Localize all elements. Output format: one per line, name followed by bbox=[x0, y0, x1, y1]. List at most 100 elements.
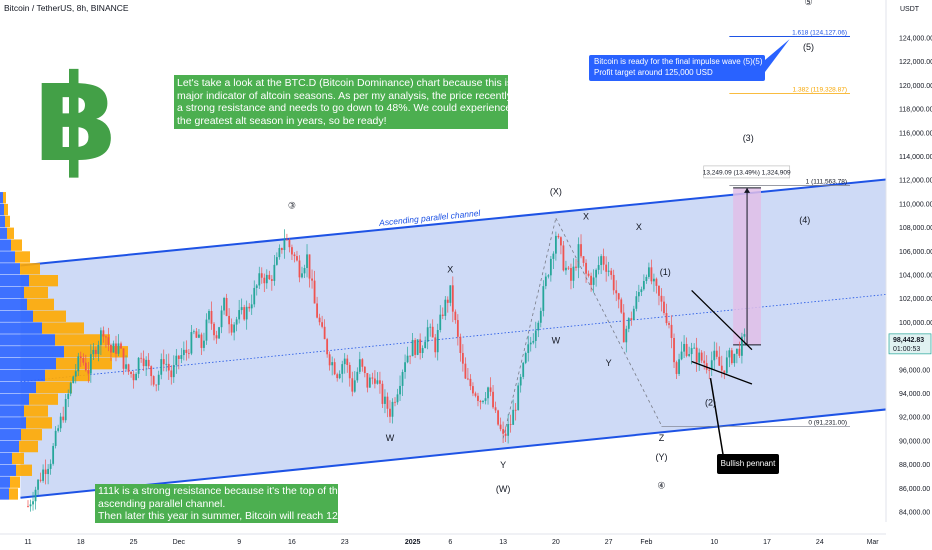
currency-label[interactable]: USDT bbox=[900, 6, 920, 13]
x-tick-label: Dec bbox=[173, 539, 186, 546]
candle-body bbox=[617, 293, 620, 300]
candle-body bbox=[280, 248, 283, 251]
fib-level-label: 1 (111,563.78) bbox=[806, 178, 847, 185]
volume-profile-bar bbox=[0, 464, 16, 476]
candle-body bbox=[218, 327, 220, 339]
candle-body bbox=[376, 380, 379, 384]
fib-level-label: 0 (91,231.00) bbox=[808, 419, 847, 426]
candle-body bbox=[723, 370, 726, 373]
resistance-note-line: Then later this year in summer, Bitcoin … bbox=[98, 510, 352, 522]
candle-body bbox=[270, 279, 273, 281]
candle-body bbox=[615, 290, 618, 294]
candle-body bbox=[137, 357, 140, 374]
candle-body bbox=[411, 339, 414, 357]
candle-body bbox=[429, 326, 432, 328]
wave-label: (2) bbox=[705, 397, 716, 407]
green-analysis-note[interactable]: Let's take a look at the BTC.D (Bitcoin … bbox=[174, 75, 530, 129]
candle-body bbox=[185, 349, 188, 353]
candle-body bbox=[444, 299, 447, 316]
candle-body bbox=[177, 355, 180, 359]
symbol-title[interactable]: Bitcoin / TetherUS, 8h, BINANCE bbox=[4, 3, 129, 13]
wave-structure-line bbox=[502, 218, 557, 439]
candle-body bbox=[225, 297, 228, 316]
candle-body bbox=[213, 323, 215, 336]
candle-body bbox=[735, 348, 738, 354]
volume-profile-bar bbox=[0, 298, 27, 311]
y-tick-label: 114,000.00 bbox=[899, 154, 932, 161]
candle-body bbox=[356, 371, 359, 381]
y-tick-label: 94,000.00 bbox=[899, 391, 930, 398]
candle-body bbox=[384, 396, 386, 404]
wave-label: X bbox=[583, 211, 589, 221]
candle-body bbox=[283, 239, 286, 251]
candle-body bbox=[715, 350, 718, 357]
candle-body bbox=[539, 310, 542, 323]
candle-body bbox=[72, 376, 75, 384]
candle-body bbox=[343, 358, 346, 365]
candle-body bbox=[366, 373, 369, 388]
candle-body bbox=[316, 303, 318, 318]
candle-body bbox=[99, 330, 102, 345]
candle-body bbox=[228, 315, 231, 325]
volume-profile-bar bbox=[19, 440, 38, 453]
candle-body bbox=[743, 334, 746, 337]
candle-body bbox=[404, 362, 406, 373]
volume-profile-bar bbox=[0, 369, 45, 382]
candle-body bbox=[142, 358, 145, 367]
candle-body bbox=[580, 244, 582, 257]
candle-body bbox=[348, 364, 351, 379]
candle-body bbox=[562, 245, 565, 271]
x-tick-label: 16 bbox=[288, 539, 296, 546]
resistance-note[interactable]: 111k is a strong resistance because it's… bbox=[95, 484, 352, 523]
candle-body bbox=[389, 408, 391, 417]
candle-body bbox=[331, 362, 334, 366]
y-tick-label: 112,000.00 bbox=[899, 178, 932, 185]
wave-label: (3) bbox=[743, 133, 754, 143]
volume-profile-bar bbox=[21, 429, 42, 441]
bullish-pennant-label[interactable]: Bullish pennant bbox=[717, 454, 779, 474]
candle-body bbox=[162, 359, 165, 365]
x-tick-label: 17 bbox=[763, 539, 771, 546]
impulse-wave-callout[interactable]: Bitcoin is ready for the final impulse w… bbox=[589, 55, 765, 81]
volume-profile-bar bbox=[12, 452, 24, 465]
candle-body bbox=[205, 319, 208, 341]
candle-body bbox=[434, 337, 437, 353]
y-tick-label: 122,000.00 bbox=[899, 59, 932, 66]
volume-profile-bar bbox=[0, 346, 64, 358]
current-price-value: 98,442.83 bbox=[893, 337, 924, 344]
candle-body bbox=[69, 383, 72, 394]
volume-profile-bar bbox=[42, 322, 84, 334]
candle-body bbox=[125, 364, 127, 369]
candle-body bbox=[62, 416, 65, 421]
candle-body bbox=[135, 373, 137, 381]
candle-body bbox=[497, 410, 499, 425]
candle-body bbox=[645, 276, 648, 282]
volume-profile-bar bbox=[16, 464, 32, 476]
candle-body bbox=[439, 314, 442, 330]
candle-body bbox=[517, 385, 520, 411]
candle-body bbox=[54, 430, 57, 446]
candle-body bbox=[180, 355, 183, 359]
candle-body bbox=[37, 479, 39, 490]
candle-body bbox=[278, 248, 281, 258]
volume-profile-bar bbox=[26, 417, 52, 429]
candle-body bbox=[514, 409, 517, 411]
wave-label: Y bbox=[500, 460, 506, 470]
candle-body bbox=[502, 429, 505, 434]
candle-body bbox=[685, 343, 688, 356]
candle-body bbox=[358, 359, 361, 372]
pennant-pointer bbox=[709, 377, 725, 457]
candle-body bbox=[741, 336, 743, 356]
volume-profile-bar bbox=[0, 227, 7, 239]
x-tick-label: 24 bbox=[816, 539, 824, 546]
candle-body bbox=[600, 256, 603, 266]
candle-body bbox=[416, 339, 419, 355]
x-tick-label: 23 bbox=[341, 539, 349, 546]
candle-body bbox=[152, 376, 155, 385]
resistance-note-line: ascending parallel channel. bbox=[98, 497, 226, 510]
candle-body bbox=[509, 424, 512, 425]
volume-profile-bar bbox=[0, 488, 9, 500]
volume-profile-bar bbox=[0, 476, 10, 488]
candle-body bbox=[680, 351, 683, 360]
candle-body bbox=[321, 322, 324, 327]
